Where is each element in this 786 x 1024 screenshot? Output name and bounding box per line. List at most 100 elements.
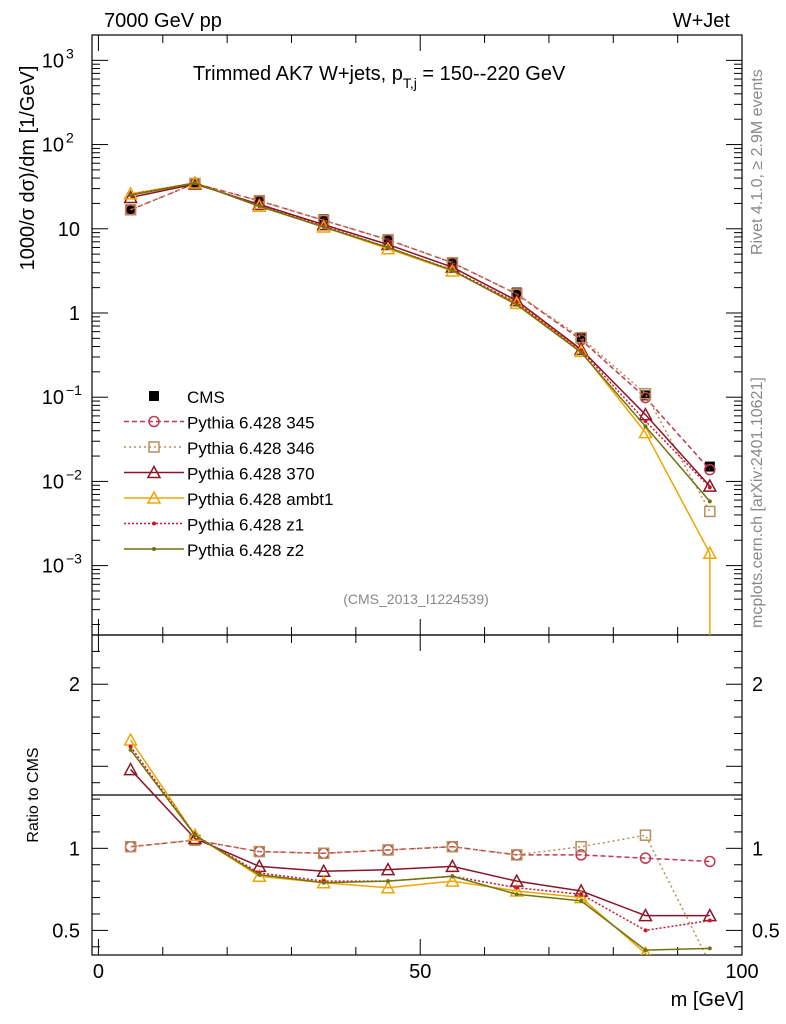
- ratio-marker: [707, 918, 712, 923]
- y-tick-exponent: −3: [66, 551, 82, 567]
- ratio-marker: [575, 849, 587, 861]
- ratio-axis-label: Ratio to CMS: [25, 747, 42, 842]
- legend-marker-cms: [149, 391, 159, 401]
- series-line: [130, 182, 711, 502]
- ratio-tick-label-right: 0.5: [752, 920, 780, 942]
- ratio-line: [130, 834, 707, 955]
- x-tick-label: 0: [93, 961, 104, 983]
- series-line: [130, 182, 711, 471]
- ratio-marker: [638, 908, 653, 922]
- ratio-marker: [252, 868, 267, 882]
- series-marker: [187, 175, 203, 189]
- series-marker: [192, 180, 197, 185]
- legend-marker: [148, 415, 160, 428]
- series-line: [130, 182, 711, 488]
- series-marker: [252, 196, 267, 211]
- ratio-marker: [380, 880, 396, 894]
- series-marker: [450, 268, 455, 273]
- ratio-marker: [579, 892, 584, 897]
- y-tick-label: 10: [58, 219, 80, 241]
- ratio-marker: [446, 840, 459, 853]
- ratio-marker: [511, 849, 523, 861]
- ratio-tick-label-right: 2: [752, 674, 763, 696]
- ratio-marker: [643, 928, 648, 933]
- series-marker: [123, 189, 138, 204]
- legend-label: Pythia 6.428 346: [187, 439, 315, 458]
- x-tick-label: 50: [409, 961, 431, 983]
- series-marker: [124, 204, 137, 216]
- rivet-version-label: Rivet 4.1.0, ≥ 2.9M events: [749, 69, 766, 255]
- y-tick-exponent: −2: [66, 466, 82, 482]
- ratio-marker: [382, 844, 394, 856]
- series-marker: [639, 387, 652, 400]
- series-marker: [702, 478, 718, 492]
- ratio-line: [130, 769, 710, 917]
- ratio-marker: [450, 874, 455, 879]
- series-marker: [321, 224, 326, 229]
- legend-marker: [146, 490, 162, 504]
- series-marker: [380, 236, 396, 251]
- legend-label-cms: CMS: [187, 388, 225, 407]
- y-tick-label: 1: [69, 303, 80, 325]
- ratio-marker: [445, 873, 460, 887]
- energy-label: 7000 GeV pp: [104, 10, 222, 32]
- ratio-marker: [380, 862, 396, 876]
- series-marker: [316, 217, 331, 231]
- cms-data-point: [704, 461, 715, 472]
- ratio-marker: [187, 827, 203, 841]
- ratio-marker: [514, 892, 519, 897]
- ratio-marker: [640, 945, 651, 955]
- y-tick-exponent: 3: [66, 45, 74, 61]
- ratio-marker: [124, 840, 137, 853]
- series-marker: [257, 204, 262, 209]
- legend-label: Pythia 6.428 370: [187, 465, 315, 484]
- legend-marker: [152, 547, 156, 551]
- ratio-marker: [123, 732, 138, 746]
- ratio-marker: [704, 855, 716, 868]
- ratio-marker: [579, 898, 584, 903]
- ratio-marker: [192, 833, 197, 838]
- legend-marker: [148, 441, 160, 453]
- series-marker: [707, 485, 712, 490]
- series-marker: [445, 263, 460, 277]
- ratio-line: [130, 749, 710, 951]
- series-marker: [704, 505, 716, 518]
- x-tick-label: 100: [725, 961, 758, 983]
- y-tick-exponent: −1: [66, 382, 82, 398]
- ratio-marker: [575, 840, 587, 853]
- cms-data-point: [640, 390, 651, 401]
- series-marker: [643, 419, 648, 424]
- series-marker: [128, 193, 133, 198]
- ratio-tick-label-right: 1: [752, 838, 763, 860]
- series-marker: [386, 245, 391, 250]
- x-axis-label: m [GeV]: [671, 989, 744, 1011]
- series-marker: [579, 350, 584, 355]
- ratio-tick-label: 1: [69, 838, 80, 860]
- series-marker: [514, 302, 519, 307]
- ratio-marker: [128, 744, 133, 749]
- series-marker: [511, 288, 523, 300]
- ratio-marker: [317, 847, 330, 860]
- legend-label: Pythia 6.428 ambt1: [187, 490, 333, 509]
- series-marker: [704, 463, 716, 476]
- ratio-marker: [123, 761, 138, 776]
- ratio-marker: [707, 946, 712, 951]
- legend-label: Pythia 6.428 345: [187, 414, 315, 433]
- y-axis-label: 1000/σ dσ)/dm [1/GeV]: [17, 66, 39, 271]
- ratio-marker: [514, 885, 519, 890]
- analysis-id: (CMS_2013_I1224539): [343, 591, 489, 607]
- legend-marker: [146, 464, 162, 479]
- legend-marker: [152, 521, 156, 526]
- y-tick-label: 10: [42, 135, 64, 157]
- mcplots-label: mcplots.cern.ch [arXiv:2401.10621]: [749, 377, 766, 628]
- ratio-marker: [639, 852, 652, 864]
- plot-title: Trimmed AK7 W+jets, pT,j = 150--220 GeV: [193, 63, 566, 91]
- ratio-marker: [639, 829, 652, 841]
- ratio-marker: [445, 858, 460, 873]
- y-tick-exponent: 2: [66, 130, 74, 146]
- ratio-line: [130, 839, 710, 863]
- ratio-tick-label: 0.5: [52, 920, 80, 942]
- cms-data-point: [576, 333, 587, 344]
- ratio-marker: [321, 880, 326, 885]
